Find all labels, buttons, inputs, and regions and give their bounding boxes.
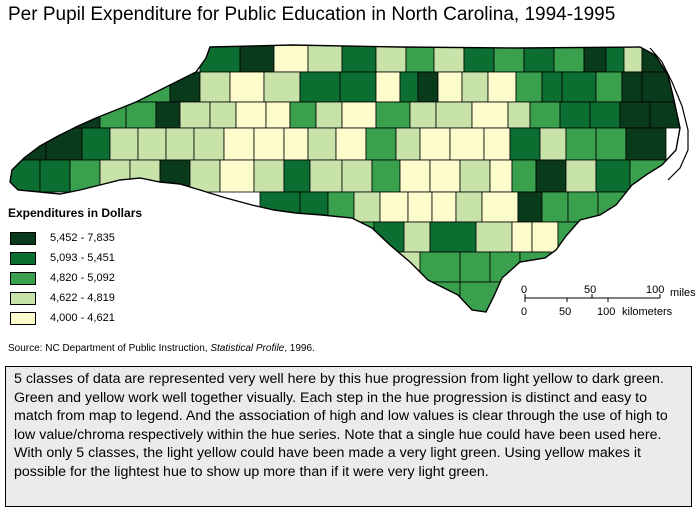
map-title: Per Pupil Expenditure for Public Educati… xyxy=(8,4,616,25)
scale-miles-tick: 100 xyxy=(646,284,665,296)
outer-banks xyxy=(649,47,689,181)
legend-title: Expenditures in Dollars xyxy=(8,206,143,220)
scale-miles-unit: miles xyxy=(670,287,696,299)
legend-swatch xyxy=(10,251,36,265)
legend-label: 4,000 - 4,621 xyxy=(50,312,115,324)
source-suffix: , 1996. xyxy=(284,343,315,354)
scale-km-tick: 100 xyxy=(597,306,616,318)
source-citation: Source: NC Department of Public Instruct… xyxy=(8,343,315,354)
north-carolina-county-map xyxy=(9,44,689,313)
state-outline xyxy=(9,44,681,313)
scale-km-tick: 0 xyxy=(521,306,528,318)
scale-bar-lines xyxy=(524,294,661,302)
legend-item: 5,093 - 5,451 xyxy=(10,250,115,266)
legend-item: 4,622 - 4,819 xyxy=(10,290,115,306)
source-publication: Statistical Profile xyxy=(210,343,285,354)
legend-label: 4,820 - 5,092 xyxy=(50,272,115,284)
legend-swatch xyxy=(10,231,36,245)
legend-swatch xyxy=(10,291,36,305)
scale-km-tick: 50 xyxy=(559,306,572,318)
legend-label: 5,093 - 5,451 xyxy=(50,252,115,264)
scale-km-unit: kilometers xyxy=(622,306,673,318)
legend-label: 4,622 - 4,819 xyxy=(50,292,115,304)
source-prefix: Source: NC Department of Public Instruct… xyxy=(8,343,211,354)
legend-label: 5,452 - 7,835 xyxy=(50,232,115,244)
legend-item: 4,000 - 4,621 xyxy=(10,310,115,326)
legend-swatch xyxy=(10,311,36,325)
scale-miles-tick: 50 xyxy=(584,284,597,296)
description-box: 5 classes of data are represented very w… xyxy=(5,366,692,507)
scale-miles-tick: 0 xyxy=(521,284,528,296)
legend-item: 4,820 - 5,092 xyxy=(10,270,115,286)
legend-swatch xyxy=(10,271,36,285)
legend-item: 5,452 - 7,835 xyxy=(10,230,115,246)
